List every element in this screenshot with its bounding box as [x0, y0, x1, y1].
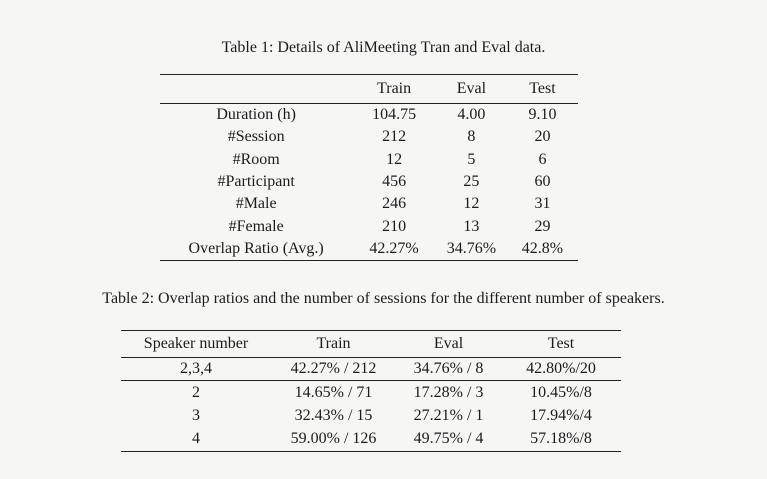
table-row-overlap-ratio: Overlap Ratio (Avg.) 42.27% 34.76% 42.8% — [160, 238, 578, 261]
row-label: 3 — [192, 406, 200, 424]
cell-train: 59.00% / 126 — [290, 430, 377, 448]
cell-train: 12 — [386, 150, 403, 168]
table2: Speaker number Train Eval Test 2,3,4 42.… — [121, 330, 621, 452]
cell-eval: 4.00 — [457, 106, 486, 124]
table-row-male: #Male 246 12 31 — [160, 193, 578, 215]
cell-eval: 34.76% / 8 — [413, 360, 484, 377]
cell-eval: 13 — [463, 217, 480, 235]
row-label: Overlap Ratio (Avg.) — [188, 239, 324, 257]
cell-train: 456 — [382, 173, 407, 191]
table2-header-row: Speaker number Train Eval Test — [121, 331, 621, 358]
table-row-session: #Session 212 8 20 — [160, 126, 578, 148]
table2-header-test: Test — [547, 335, 575, 352]
table2-header-train: Train — [316, 335, 351, 352]
row-label: #Participant — [217, 173, 295, 191]
cell-test: 9.10 — [528, 106, 557, 124]
cell-test: 10.45%/8 — [530, 383, 592, 401]
row-label: Duration (h) — [216, 106, 296, 124]
table1-header-eval: Eval — [456, 80, 487, 97]
cell-eval: 17.28% / 3 — [413, 383, 484, 401]
table1-header-train: Train — [377, 80, 412, 97]
table-row-room: #Room 12 5 6 — [160, 149, 578, 171]
table-row-speakers-3: 3 32.43% / 15 27.21% / 1 17.94%/4 — [121, 404, 621, 427]
cell-train: 42.27% / 212 — [290, 360, 377, 377]
cell-train: 212 — [382, 128, 407, 146]
row-label: 2 — [192, 383, 200, 401]
cell-eval: 8 — [467, 128, 476, 146]
cell-eval: 12 — [463, 195, 480, 213]
cell-eval: 25 — [463, 173, 480, 191]
row-label: 4 — [192, 430, 200, 448]
cell-test: 57.18%/8 — [530, 430, 592, 448]
row-label: #Male — [235, 195, 277, 213]
table1-header-empty — [160, 75, 352, 104]
table1-header-row: Train Eval Test — [160, 75, 578, 104]
table-row-female: #Female 210 13 29 — [160, 215, 578, 237]
row-label: #Female — [228, 217, 284, 235]
cell-eval: 27.21% / 1 — [413, 406, 484, 424]
row-label: #Room — [232, 150, 280, 168]
row-label: 2,3,4 — [180, 360, 212, 377]
table2-header-speaker-number: Speaker number — [143, 335, 249, 352]
table-row-speakers-4: 4 59.00% / 126 49.75% / 4 57.18%/8 — [121, 428, 621, 452]
table1-header-test: Test — [529, 80, 556, 97]
table-row-speakers-2: 2 14.65% / 71 17.28% / 3 10.45%/8 — [121, 381, 621, 405]
cell-eval: 49.75% / 4 — [413, 430, 484, 448]
cell-train: 246 — [382, 195, 407, 213]
cell-eval: 5 — [467, 150, 476, 168]
row-label: #Session — [227, 128, 285, 146]
cell-train: 14.65% / 71 — [294, 383, 373, 401]
cell-test: 6 — [538, 150, 547, 168]
cell-train: 104.75 — [372, 106, 417, 124]
cell-test: 60 — [534, 173, 551, 191]
table-row-participant: #Participant 456 25 60 — [160, 171, 578, 193]
cell-test: 42.80%/20 — [526, 360, 596, 377]
cell-eval: 34.76% — [446, 239, 497, 257]
cell-train: 42.27% — [369, 239, 419, 257]
table2-header-eval: Eval — [433, 335, 464, 352]
cell-train: 210 — [382, 217, 407, 235]
table-row-speakers-234: 2,3,4 42.27% / 212 34.76% / 8 42.80%/20 — [121, 358, 621, 381]
cell-test: 20 — [534, 128, 551, 146]
table1: Train Eval Test Duration (h) 104.75 4.00… — [160, 74, 578, 262]
table1-caption: Table 1: Details of AliMeeting Tran and … — [221, 39, 546, 56]
cell-test: 42.8% — [521, 239, 564, 257]
cell-test: 17.94%/4 — [530, 406, 592, 424]
cell-train: 32.43% / 15 — [294, 406, 373, 424]
cell-test: 29 — [534, 217, 551, 235]
table-row-duration: Duration (h) 104.75 4.00 9.10 — [160, 104, 578, 127]
cell-test: 31 — [534, 195, 551, 213]
table2-caption: Table 2: Overlap ratios and the number o… — [102, 290, 665, 307]
